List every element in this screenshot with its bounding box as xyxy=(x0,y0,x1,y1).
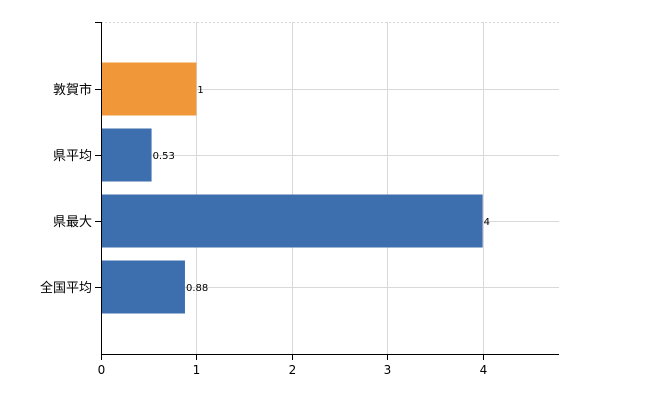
data-label: 1 xyxy=(197,85,203,96)
x-tick-label: 0 xyxy=(98,363,106,377)
data-label: 4 xyxy=(484,217,490,228)
bar xyxy=(101,260,185,314)
data-label: 0.88 xyxy=(186,283,208,294)
x-tick-label: 1 xyxy=(193,363,201,377)
x-tick-label: 3 xyxy=(384,363,392,377)
category-label: 県平均 xyxy=(53,149,92,164)
category-label: 全国平均 xyxy=(40,280,92,296)
axes xyxy=(95,22,559,360)
bar xyxy=(101,128,152,182)
bar xyxy=(101,194,483,248)
category-label: 県最大 xyxy=(53,215,92,230)
data-label: 0.53 xyxy=(153,151,175,162)
category-label: 敦賀市 xyxy=(53,82,92,98)
x-tick-label: 4 xyxy=(480,363,488,377)
bar xyxy=(101,62,197,116)
x-tick-label: 2 xyxy=(289,363,297,377)
bars xyxy=(101,62,483,314)
